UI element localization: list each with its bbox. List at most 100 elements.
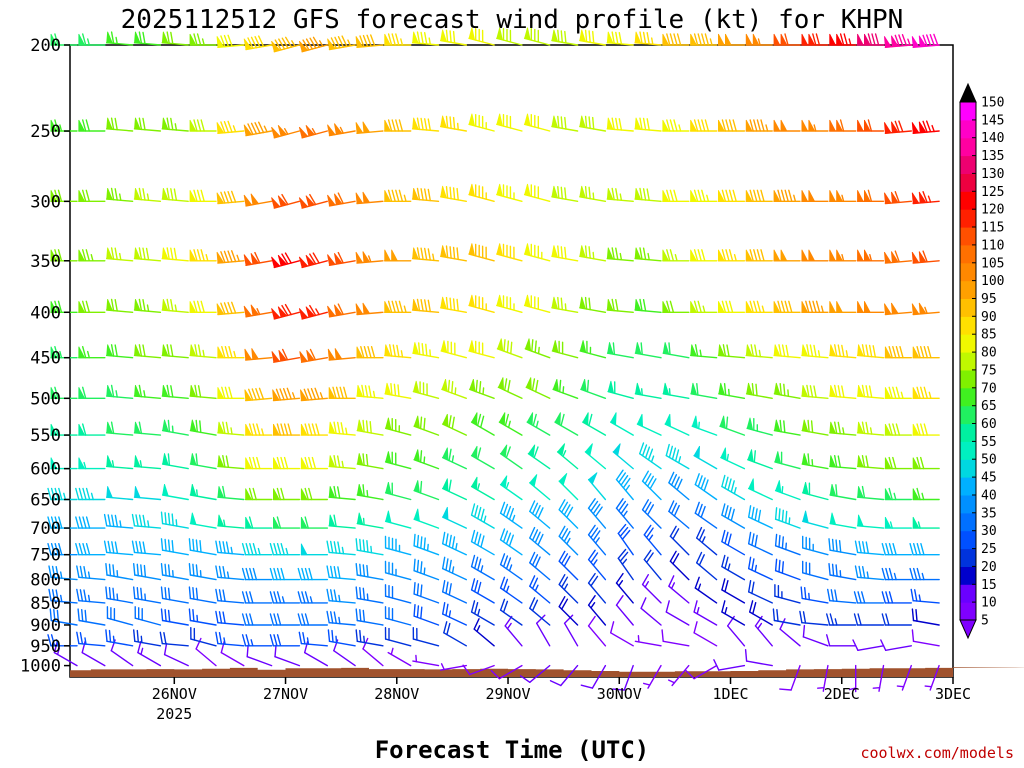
barb-full-flag	[666, 33, 671, 46]
barb-half-flag	[699, 349, 702, 358]
barb-pennant	[328, 486, 336, 499]
barb-half-flag	[921, 492, 925, 501]
barb-full-flag	[310, 388, 317, 401]
wind-barb	[773, 300, 801, 313]
barb-full-flag	[220, 251, 226, 264]
wind-barb	[829, 512, 857, 529]
barb-half-flag	[119, 520, 122, 528]
wind-barb	[356, 419, 384, 436]
barb-pennant	[725, 33, 732, 46]
barb-pennant	[134, 298, 141, 311]
barb-full-flag	[142, 344, 146, 358]
barb-pennant	[334, 123, 343, 135]
wind-barb	[355, 34, 384, 48]
barb-shaft	[745, 660, 773, 667]
barb-full-flag	[387, 189, 393, 203]
barb-full-flag	[416, 247, 421, 260]
barb-full-flag	[131, 513, 136, 527]
barb-pennant	[836, 119, 844, 132]
wind-barb	[103, 513, 134, 529]
barb-pennant	[610, 412, 617, 426]
barb-pennant	[891, 302, 899, 315]
barb-pennant	[606, 187, 614, 201]
wind-barb	[103, 540, 134, 556]
barb-full-flag	[132, 629, 136, 642]
barb-full-flag	[107, 514, 112, 527]
barb-full-flag	[327, 629, 331, 642]
wind-barb	[161, 483, 189, 501]
barb-pennant	[752, 33, 760, 46]
barb-pennant	[524, 243, 531, 257]
barb-full-flag	[933, 33, 939, 46]
barb-full-flag	[395, 189, 400, 203]
wind-barb	[53, 640, 78, 667]
barb-full-flag	[370, 346, 376, 359]
barb-half-flag	[306, 637, 310, 645]
wind-barb	[271, 303, 301, 320]
barb-full-flag	[55, 566, 59, 579]
colorbar-tick-label: 20	[981, 560, 997, 575]
barb-full-flag	[508, 534, 514, 547]
barb-pennant	[189, 384, 197, 398]
barb-full-flag	[892, 423, 897, 436]
wind-barb	[468, 113, 495, 132]
barb-full-flag	[778, 508, 781, 522]
barb-full-flag	[333, 485, 337, 499]
barb-pennant	[78, 423, 86, 436]
barb-full-flag	[502, 600, 509, 613]
wind-barb	[717, 300, 746, 313]
wind-barb	[719, 415, 746, 436]
barb-full-flag	[57, 249, 63, 262]
credit-link[interactable]: coolwx.com/models	[860, 744, 1014, 762]
barb-half-flag	[174, 123, 178, 131]
barb-full-flag	[215, 631, 219, 645]
wind-barb	[829, 344, 857, 359]
barb-full-flag	[103, 540, 108, 554]
barb-half-flag	[341, 546, 345, 555]
wind-barb	[828, 538, 857, 556]
barb-full-flag	[913, 567, 918, 581]
colorbar-swatch	[960, 441, 976, 460]
colorbar-tick-label: 40	[981, 489, 997, 504]
barb-full-flag	[700, 477, 706, 490]
x-tick-label: 3DEC	[935, 685, 971, 703]
barb-full-flag	[337, 192, 344, 205]
barb-full-flag	[215, 588, 219, 602]
wind-barb	[244, 456, 273, 470]
barb-full-flag	[362, 539, 366, 553]
barb-full-flag	[535, 379, 539, 393]
colorbar-tick-label: 70	[981, 381, 997, 396]
barb-full-flag	[337, 566, 341, 579]
wind-barb	[587, 498, 607, 529]
barb-half-flag	[345, 427, 348, 436]
barb-shaft	[801, 622, 829, 626]
barb-full-flag	[249, 613, 254, 626]
barb-pennant	[912, 423, 920, 436]
barb-shaft	[189, 597, 217, 604]
barb-full-flag	[834, 344, 838, 357]
wind-barb	[297, 567, 328, 581]
barb-full-flag	[721, 503, 726, 516]
wind-barb	[689, 119, 718, 132]
barb-full-flag	[693, 189, 699, 203]
barb-full-flag	[170, 344, 174, 358]
wind-barb	[299, 348, 328, 363]
barb-shaft	[693, 632, 718, 647]
barb-shaft	[912, 640, 940, 647]
wind-barb	[134, 606, 162, 626]
colorbar-swatch	[960, 280, 976, 299]
barb-pennant	[162, 453, 169, 466]
barb-half-flag	[285, 547, 289, 556]
barb-full-flag	[218, 611, 223, 624]
barb-full-flag	[732, 189, 737, 203]
barb-shaft	[384, 572, 412, 581]
barb-full-flag	[726, 344, 730, 358]
wind-barb	[105, 117, 134, 132]
wind-barb	[327, 348, 356, 361]
barb-half-flag	[726, 453, 729, 462]
barb-full-flag	[423, 537, 426, 551]
wind-barb	[519, 664, 551, 683]
barb-full-flag	[241, 591, 247, 604]
barb-pennant	[50, 33, 58, 46]
